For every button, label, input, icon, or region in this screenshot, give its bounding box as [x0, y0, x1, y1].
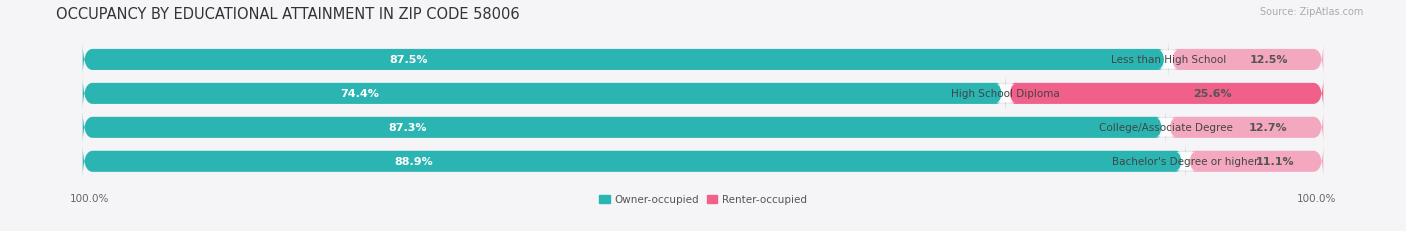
Text: Bachelor's Degree or higher: Bachelor's Degree or higher — [1112, 157, 1258, 167]
FancyBboxPatch shape — [1156, 119, 1175, 137]
Legend: Owner-occupied, Renter-occupied: Owner-occupied, Renter-occupied — [595, 190, 811, 209]
Text: 11.1%: 11.1% — [1256, 157, 1295, 167]
FancyBboxPatch shape — [83, 77, 1323, 111]
Text: 12.5%: 12.5% — [1250, 55, 1288, 65]
FancyBboxPatch shape — [995, 85, 1015, 103]
Text: 12.7%: 12.7% — [1249, 123, 1288, 133]
Text: 87.5%: 87.5% — [389, 55, 427, 65]
FancyBboxPatch shape — [83, 145, 1185, 178]
Text: 74.4%: 74.4% — [340, 89, 380, 99]
Text: OCCUPANCY BY EDUCATIONAL ATTAINMENT IN ZIP CODE 58006: OCCUPANCY BY EDUCATIONAL ATTAINMENT IN Z… — [56, 7, 520, 22]
FancyBboxPatch shape — [83, 44, 1168, 77]
Text: 87.3%: 87.3% — [388, 123, 427, 133]
Text: 88.9%: 88.9% — [394, 157, 433, 167]
Text: Less than High School: Less than High School — [1111, 55, 1226, 65]
FancyBboxPatch shape — [83, 44, 1323, 77]
FancyBboxPatch shape — [83, 111, 1166, 144]
Text: 25.6%: 25.6% — [1192, 89, 1232, 99]
FancyBboxPatch shape — [1185, 145, 1323, 178]
Text: College/Associate Degree: College/Associate Degree — [1099, 123, 1233, 133]
FancyBboxPatch shape — [1166, 111, 1323, 144]
FancyBboxPatch shape — [83, 111, 1323, 144]
Text: High School Diploma: High School Diploma — [952, 89, 1060, 99]
FancyBboxPatch shape — [1175, 152, 1195, 171]
FancyBboxPatch shape — [1159, 51, 1178, 69]
FancyBboxPatch shape — [1168, 44, 1323, 77]
Text: Source: ZipAtlas.com: Source: ZipAtlas.com — [1260, 7, 1364, 17]
Text: 100.0%: 100.0% — [1296, 193, 1336, 203]
FancyBboxPatch shape — [83, 145, 1323, 178]
FancyBboxPatch shape — [83, 77, 1005, 111]
FancyBboxPatch shape — [1005, 77, 1323, 111]
Text: 100.0%: 100.0% — [70, 193, 110, 203]
